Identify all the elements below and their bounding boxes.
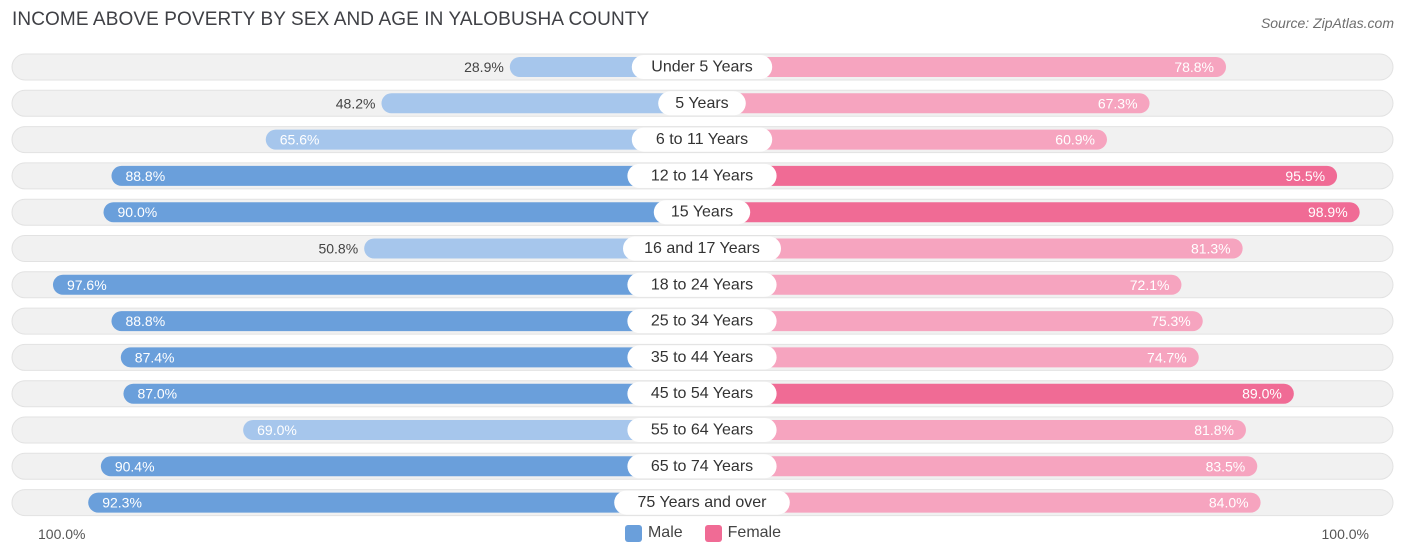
legend-item-male: Male	[624, 524, 683, 542]
female-value-label: 81.3%	[1191, 241, 1231, 257]
female-value-label: 72.1%	[1130, 277, 1170, 293]
female-value-label: 98.9%	[1308, 204, 1348, 220]
male-bar	[265, 129, 702, 150]
category-label: 55 to 64 Years	[651, 422, 753, 439]
category-label: 12 to 14 Years	[651, 167, 753, 184]
female-bar	[702, 311, 1203, 332]
legend: Male Female	[0, 524, 1406, 542]
male-bar	[111, 311, 703, 332]
female-bar	[702, 165, 1338, 186]
female-value-label: 75.3%	[1151, 313, 1191, 329]
category-pill	[627, 418, 777, 442]
category-label: 25 to 34 Years	[651, 313, 753, 330]
category-pill	[627, 381, 777, 406]
female-bar	[702, 238, 1243, 259]
category-pill	[627, 272, 777, 297]
category-label: 35 to 44 Years	[651, 349, 753, 366]
male-bar	[123, 383, 702, 404]
male-bar	[364, 238, 702, 259]
male-bar	[120, 347, 703, 368]
legend-swatch-female	[704, 524, 722, 542]
chart-title: INCOME ABOVE POVERTY BY SEX AND AGE IN Y…	[12, 9, 650, 30]
category-label: 45 to 54 Years	[651, 385, 753, 402]
female-bar	[702, 129, 1107, 150]
female-bar	[702, 57, 1227, 77]
female-bar	[702, 93, 1150, 114]
category-pill	[631, 55, 773, 79]
male-bar	[103, 202, 702, 223]
category-pill	[623, 236, 781, 261]
male-value-label: 69.0%	[257, 422, 297, 438]
male-bar	[52, 274, 702, 295]
female-value-label: 84.0%	[1209, 495, 1249, 511]
category-pill	[631, 127, 773, 152]
axis-right-label: 100.0%	[1321, 526, 1369, 542]
legend-item-female: Female	[704, 524, 782, 542]
male-bar	[111, 165, 703, 186]
bar-chart: 28.9% 78.8% Under 5 Years 48.2% 67.3% 5 Years…	[11, 53, 1394, 517]
male-value-label: 90.4%	[115, 458, 155, 474]
female-bar	[702, 456, 1258, 477]
legend-label-male: Male	[647, 524, 683, 541]
female-value-label: 89.0%	[1242, 386, 1282, 402]
male-value-label: 87.0%	[137, 386, 177, 402]
female-bar	[702, 202, 1360, 223]
female-bar	[702, 347, 1199, 368]
female-value-label: 67.3%	[1098, 95, 1138, 111]
male-value-label: 65.6%	[280, 132, 320, 148]
male-value-label: 50.8%	[318, 241, 358, 257]
male-value-label: 28.9%	[464, 59, 504, 75]
category-label: Under 5 Years	[651, 59, 752, 76]
female-bar	[702, 492, 1261, 513]
male-value-label: 90.0%	[118, 204, 158, 220]
female-value-label: 83.5%	[1206, 458, 1246, 474]
legend-label-female: Female	[727, 524, 782, 541]
category-label: 16 and 17 Years	[644, 240, 760, 257]
category-label: 6 to 11 Years	[656, 131, 748, 148]
female-value-label: 81.8%	[1194, 422, 1234, 438]
male-value-label: 92.3%	[102, 495, 142, 511]
female-value-label: 74.7%	[1147, 349, 1187, 365]
male-bar	[243, 420, 702, 440]
source-label: Source: ZipAtlas.com	[1260, 15, 1394, 31]
male-value-label: 48.2%	[336, 95, 376, 111]
category-label: 18 to 24 Years	[651, 276, 753, 293]
category-pill	[614, 490, 790, 515]
category-pill	[653, 200, 751, 225]
category-label: 15 Years	[671, 204, 733, 221]
male-bar	[100, 456, 703, 477]
female-bar	[702, 383, 1294, 404]
female-value-label: 95.5%	[1285, 168, 1325, 184]
male-bar	[88, 492, 702, 513]
female-bar	[702, 274, 1182, 295]
axis-left-label: 100.0%	[38, 526, 86, 542]
male-value-label: 87.4%	[135, 349, 175, 365]
legend-swatch-male	[624, 524, 642, 542]
category-label: 5 Years	[675, 95, 728, 112]
category-pill	[627, 454, 777, 479]
category-pill	[627, 163, 777, 188]
category-pill	[627, 345, 777, 370]
category-pill	[627, 309, 777, 334]
male-bar	[381, 93, 702, 114]
male-value-label: 88.8%	[125, 168, 165, 184]
category-label: 75 Years and over	[638, 494, 768, 511]
female-bar	[702, 420, 1246, 440]
category-label: 65 to 74 Years	[651, 458, 753, 475]
female-value-label: 78.8%	[1174, 59, 1214, 75]
category-pill	[658, 91, 746, 116]
male-value-label: 88.8%	[125, 313, 165, 329]
female-value-label: 60.9%	[1055, 132, 1095, 148]
male-value-label: 97.6%	[67, 277, 107, 293]
